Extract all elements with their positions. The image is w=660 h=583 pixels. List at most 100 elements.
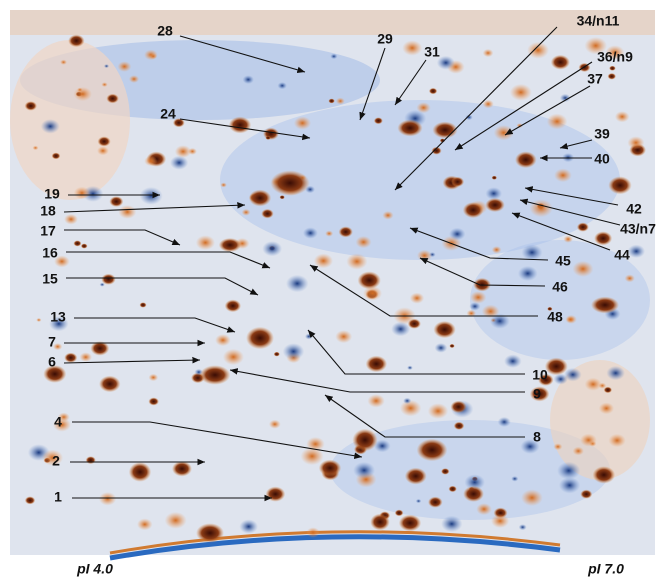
gel-spot bbox=[399, 515, 421, 532]
gel-spot bbox=[262, 241, 282, 256]
gel-spot bbox=[353, 462, 375, 479]
gel-spot bbox=[149, 374, 159, 381]
gel-spot bbox=[330, 54, 337, 60]
gel-spot bbox=[99, 376, 120, 393]
axis-label-right: pI 7.0 bbox=[587, 561, 624, 577]
gel-spot bbox=[149, 53, 157, 59]
gel-spot bbox=[170, 156, 188, 170]
gel-spot bbox=[428, 403, 448, 419]
gel-spot bbox=[449, 344, 454, 348]
gel-spot bbox=[118, 205, 136, 219]
gel-spot bbox=[429, 88, 437, 94]
gel-spot bbox=[74, 87, 92, 101]
gel-spot bbox=[403, 398, 411, 404]
gel-spot bbox=[366, 356, 387, 373]
gel-spot bbox=[527, 42, 549, 59]
spot-label: 2 bbox=[52, 453, 60, 469]
spot-label: 1 bbox=[54, 489, 62, 505]
spot-label: 37 bbox=[587, 71, 603, 87]
gel-spot bbox=[594, 231, 612, 245]
gel-spot bbox=[511, 476, 518, 482]
spot-label: 6 bbox=[48, 354, 56, 370]
gel-spot bbox=[25, 496, 35, 504]
gel-spot bbox=[591, 297, 619, 314]
spot-label: 7 bbox=[48, 334, 56, 350]
gel-spot bbox=[519, 524, 527, 530]
gel-spot bbox=[608, 73, 616, 80]
gel-spot bbox=[498, 417, 511, 427]
gel-spot bbox=[433, 321, 455, 338]
gel-spot bbox=[64, 214, 78, 225]
gel-spot bbox=[518, 266, 538, 281]
gel-spot bbox=[60, 60, 67, 65]
gel-spot bbox=[356, 236, 372, 248]
gel-spot bbox=[73, 240, 81, 246]
gel-spot bbox=[243, 75, 254, 84]
gel-spot bbox=[367, 394, 384, 407]
gel-spot bbox=[229, 117, 251, 134]
gel-spot bbox=[220, 182, 227, 187]
gel-spot bbox=[294, 116, 311, 129]
spot-label: 40 bbox=[594, 151, 610, 167]
gel-spot bbox=[408, 319, 421, 329]
gel-spot bbox=[470, 291, 486, 304]
gel-spot bbox=[225, 300, 241, 313]
gel-spot bbox=[608, 176, 631, 194]
gel-spot bbox=[454, 422, 465, 430]
gel-spot bbox=[118, 61, 132, 72]
gel-spot bbox=[137, 518, 152, 530]
gel-spot bbox=[41, 119, 60, 134]
gel-spot bbox=[64, 353, 77, 363]
gel-spot bbox=[335, 330, 352, 343]
gel-spot bbox=[68, 34, 84, 47]
gel-spot bbox=[200, 365, 231, 385]
gel-spot bbox=[36, 318, 41, 322]
gel-spot bbox=[609, 66, 616, 71]
gel-spot bbox=[165, 512, 187, 529]
gel-spot bbox=[303, 227, 318, 239]
gel-spot bbox=[451, 177, 464, 187]
gel-spot bbox=[196, 523, 224, 543]
gel-spot bbox=[339, 226, 353, 237]
spot-label: 43/n7 bbox=[620, 221, 656, 237]
gel-spot bbox=[580, 490, 592, 499]
gel-spot bbox=[274, 352, 280, 357]
spot-label: 48 bbox=[547, 309, 563, 325]
gel-spot bbox=[625, 274, 635, 282]
gel-spot bbox=[98, 136, 111, 146]
gel-spot bbox=[606, 366, 625, 380]
spot-label: 24 bbox=[160, 106, 176, 122]
gel-spot bbox=[79, 352, 92, 362]
gel-spot bbox=[435, 343, 448, 353]
gel-spot bbox=[441, 516, 462, 532]
gel-spot bbox=[428, 497, 443, 508]
gel-spot bbox=[615, 111, 630, 122]
gel-spot bbox=[510, 84, 532, 101]
gel-spot bbox=[577, 222, 589, 231]
page: {"labels": ["28", "29", "31", "34/n11", … bbox=[0, 0, 660, 578]
gel-spot bbox=[336, 98, 345, 105]
gel-spot bbox=[33, 146, 39, 151]
gel-spot bbox=[101, 82, 107, 87]
gel-spot bbox=[463, 486, 484, 502]
gel-spot bbox=[196, 235, 215, 250]
gel-spot bbox=[515, 151, 537, 168]
gel-spot bbox=[580, 434, 597, 447]
gel-spot bbox=[483, 100, 494, 109]
spot-label: 18 bbox=[40, 203, 56, 219]
gel-spot bbox=[504, 354, 522, 367]
gel-spot bbox=[239, 519, 258, 533]
gel-spot bbox=[522, 244, 543, 260]
gel-spot bbox=[599, 402, 614, 414]
spot-label: 44 bbox=[614, 247, 630, 263]
spot-label: 4 bbox=[54, 414, 62, 430]
gel-spot bbox=[463, 202, 484, 218]
gel-spot bbox=[395, 510, 404, 517]
gel-spot bbox=[521, 489, 543, 506]
spot-label: 9 bbox=[533, 386, 541, 402]
spot-label: 13 bbox=[50, 309, 66, 325]
gel-spot bbox=[101, 274, 115, 285]
gel-spot bbox=[97, 146, 109, 155]
spot-label: 36/n9 bbox=[597, 49, 633, 65]
gel-spot bbox=[140, 302, 147, 307]
